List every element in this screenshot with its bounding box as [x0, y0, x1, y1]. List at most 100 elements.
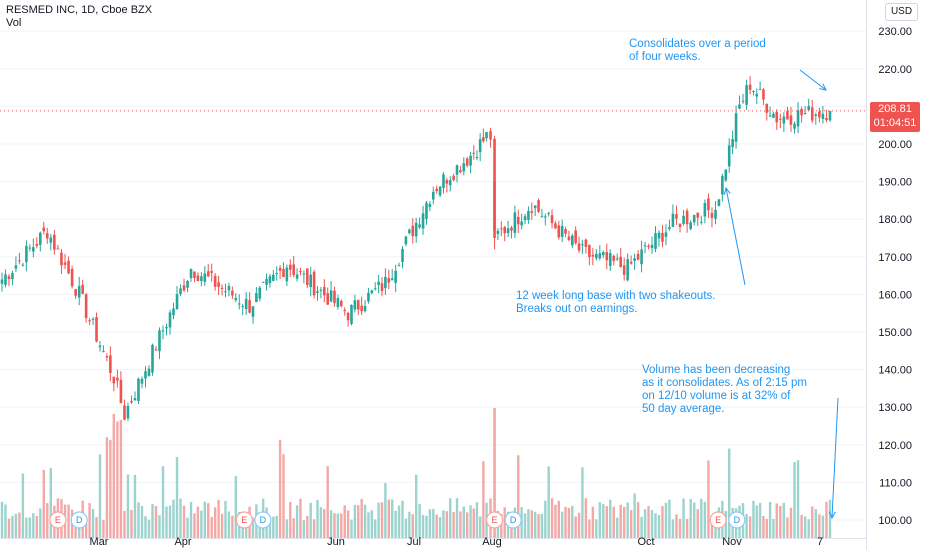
dividend-event-marker[interactable] — [70, 511, 88, 529]
candle-body — [700, 221, 703, 223]
volume-bar — [675, 514, 678, 538]
volume-bar — [752, 500, 755, 538]
candle-body — [825, 117, 828, 121]
candle-body — [312, 271, 316, 296]
annotation-arrow[interactable] — [831, 397, 839, 519]
candle-body — [478, 139, 482, 153]
candle-body — [615, 258, 619, 260]
candle-body — [500, 228, 503, 230]
candle-body — [533, 205, 537, 209]
volume-bar — [224, 500, 227, 538]
candle-body — [53, 234, 56, 250]
candle-body — [570, 235, 574, 246]
candle-body — [793, 123, 796, 129]
volume-bar — [503, 507, 506, 538]
annotation-volume[interactable]: Volume has been decreasing as it consoli… — [642, 364, 807, 416]
earnings-event-marker[interactable] — [709, 511, 727, 529]
dividend-event-marker[interactable] — [254, 511, 272, 529]
candle-body — [650, 244, 654, 249]
volume-bar — [442, 510, 445, 538]
candle-body — [282, 268, 285, 278]
volume-bar — [560, 511, 564, 538]
volume-bar — [825, 501, 828, 538]
candle-body — [98, 345, 102, 348]
candle-body — [299, 271, 302, 273]
candle-body — [482, 137, 485, 142]
candle-body — [782, 116, 786, 124]
earnings-event-marker[interactable] — [49, 511, 67, 529]
volume-bar — [67, 504, 70, 538]
candle-body — [172, 308, 175, 316]
volume-bar — [633, 493, 636, 538]
dividend-event-marker[interactable] — [504, 511, 522, 529]
earnings-event-marker[interactable] — [235, 511, 253, 529]
annotation-arrow[interactable] — [725, 187, 746, 286]
volume-bar — [130, 509, 133, 538]
volume-bar — [821, 515, 825, 538]
symbol-title[interactable]: RESMED INC, 1D, Cboe BZX — [6, 4, 153, 16]
volume-bar — [227, 511, 231, 538]
volume-bar — [272, 516, 275, 538]
candle-body — [448, 180, 452, 186]
candle-body — [714, 210, 717, 219]
candle-body — [689, 222, 692, 230]
candle-body — [130, 401, 133, 403]
price-tick-label: 220.00 — [878, 64, 912, 76]
candle-body — [588, 244, 591, 257]
candle-body — [105, 356, 109, 358]
volume-bar — [74, 518, 77, 538]
volume-bar — [745, 514, 748, 538]
time-axis[interactable]: Mar Apr Jun Jul Aug Oct Nov 7 — [90, 536, 824, 548]
candle-body — [119, 379, 123, 404]
dividend-event-marker[interactable] — [728, 511, 746, 529]
candle-body — [343, 309, 347, 312]
volume-bar — [710, 515, 714, 538]
event-marker-label: E — [715, 515, 721, 525]
candle-body — [432, 191, 435, 200]
candle-body — [203, 273, 207, 282]
candle-body — [738, 104, 741, 109]
volume-bar — [189, 502, 193, 538]
earnings-event-marker[interactable] — [485, 511, 504, 529]
candle-body — [550, 215, 554, 224]
candle-body — [608, 253, 612, 266]
candle-body — [493, 181, 496, 238]
annotation-arrowhead — [723, 186, 731, 195]
volume-bar — [217, 499, 220, 538]
candle-body — [418, 224, 421, 228]
volume-bar — [292, 518, 295, 538]
volume-bar — [689, 498, 692, 538]
volume-bar — [109, 439, 112, 538]
candle-body — [800, 108, 803, 116]
volume-bar — [789, 507, 793, 538]
candle-body — [390, 278, 394, 281]
last-price-value: 208.81 — [878, 103, 912, 115]
candle-body — [356, 300, 360, 310]
candle-body — [261, 281, 265, 283]
annotation-consolidates[interactable]: Consolidates over a period of four weeks… — [629, 38, 766, 64]
candle-body — [544, 216, 547, 218]
volume-bar — [520, 507, 523, 538]
candle-body — [577, 243, 581, 251]
candle-body — [309, 274, 312, 288]
volume-bar — [95, 517, 98, 538]
volume-bar — [472, 508, 475, 538]
price-tick-label: 230.00 — [878, 26, 912, 38]
candle-body — [217, 282, 220, 287]
candle-body — [428, 204, 432, 208]
candle-body — [685, 210, 689, 225]
volume-bar — [316, 499, 319, 538]
currency-button[interactable]: USD — [885, 3, 918, 21]
volume-bar — [186, 517, 189, 538]
annotation-arrow[interactable] — [799, 69, 827, 91]
annotation-line: on 12/10 volume is at 32% of — [642, 390, 791, 402]
candle-body — [421, 213, 425, 229]
volume-label[interactable]: Vol — [6, 17, 22, 29]
volume-bar — [793, 462, 796, 538]
candle-body — [326, 293, 329, 305]
annotation-base[interactable]: 12 week long base with two shakeouts. Br… — [516, 290, 715, 316]
volume-bars — [0, 408, 832, 538]
candle-body — [636, 254, 640, 260]
volume-bar — [452, 511, 455, 538]
